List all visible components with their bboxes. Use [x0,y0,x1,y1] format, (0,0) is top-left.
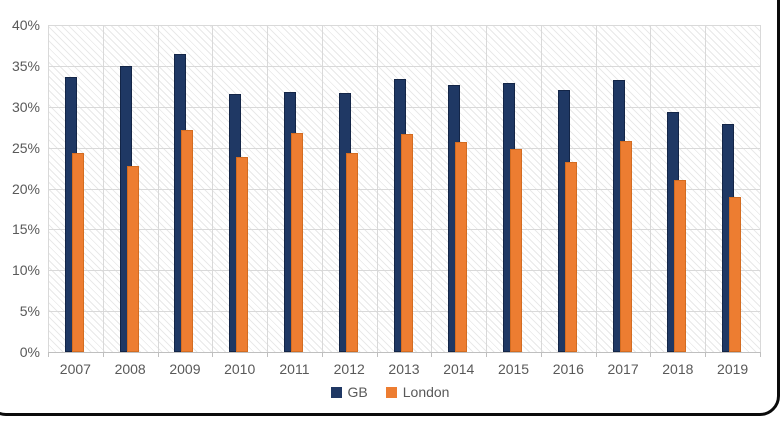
x-axis-label-2012: 2012 [333,361,365,377]
bar-london-2007 [71,153,84,352]
x-axis-label-2017: 2017 [607,361,639,377]
x-axis-tick-mark [376,352,378,357]
x-axis-tick-mark [540,352,542,357]
x-axis-label-2007: 2007 [59,361,91,377]
bar-london-2009 [181,130,194,352]
x-axis-label-2013: 2013 [388,361,420,377]
x-axis-label-2009: 2009 [169,361,201,377]
gridline-vertical [376,25,378,352]
y-axis-tick-label: 25% [11,139,40,156]
gridline-vertical [102,25,104,352]
y-axis-tick-label: 15% [11,221,40,238]
bar-london-2011 [290,133,303,352]
gridline-vertical [705,25,707,352]
gridline-vertical [486,25,488,352]
y-axis-tick-label: 0% [19,344,40,360]
gridline-vertical [212,25,214,352]
bar-london-2012 [345,153,358,352]
x-axis-tick-mark [267,352,269,357]
legend: GB London [0,384,780,400]
legend-label: GB [347,384,368,400]
x-axis-tick-mark [157,352,159,357]
x-axis-label-2008: 2008 [114,361,146,377]
gridline-vertical [595,25,597,352]
x-axis-label-2014: 2014 [443,361,475,377]
legend-label: London [402,384,450,400]
x-axis-tick-mark [431,352,433,357]
gridline-vertical [650,25,652,352]
x-axis-tick-mark [486,352,488,357]
bar-london-2019 [729,197,742,352]
x-axis-label-2016: 2016 [552,361,584,377]
bar-london-2015 [510,149,523,352]
bar-london-2010 [236,157,249,352]
bar-london-2014 [455,142,468,352]
gridline-horizontal [48,25,760,26]
gridline-vertical [760,25,761,352]
x-axis-label-2018: 2018 [662,361,694,377]
gridline-vertical [157,25,159,352]
x-axis-label-2015: 2015 [497,361,530,377]
x-axis-tick-mark [705,352,707,357]
y-axis-tick-label: 40% [11,17,40,33]
bar-london-2016 [564,162,577,352]
legend-item-london: London [385,384,450,400]
gridline-vertical [267,25,269,352]
x-axis-tick-mark [650,352,652,357]
bar-london-2017 [619,141,632,352]
x-axis-tick-mark [48,352,49,357]
bar-london-2018 [674,180,687,352]
legend-swatch-gb [330,386,342,398]
x-axis-tick-mark [102,352,104,357]
legend-swatch-london [385,386,397,398]
x-axis-tick-mark [321,352,323,357]
bar-london-2008 [126,166,139,352]
x-axis-tick-mark [760,352,761,357]
y-axis-tick-label: 35% [11,57,40,74]
y-axis-tick-label: 10% [11,262,40,279]
gridline-vertical [48,25,49,352]
x-axis-tick-mark [212,352,214,357]
y-axis-tick-label: 5% [19,303,40,320]
bar-london-2013 [400,134,413,352]
legend-item-gb: GB [330,384,368,400]
y-axis-tick-label: 20% [11,180,40,197]
x-axis-label-2010: 2010 [224,361,256,377]
x-axis-label-2011: 2011 [279,361,310,377]
x-axis-line [48,352,760,353]
gridline-vertical [431,25,433,352]
x-axis-tick-mark [595,352,597,357]
y-axis-tick-label: 30% [11,98,40,115]
gridline-horizontal [48,65,760,67]
gridline-vertical [540,25,542,352]
gridline-vertical [321,25,323,352]
x-axis-label-2019: 2019 [717,361,749,377]
